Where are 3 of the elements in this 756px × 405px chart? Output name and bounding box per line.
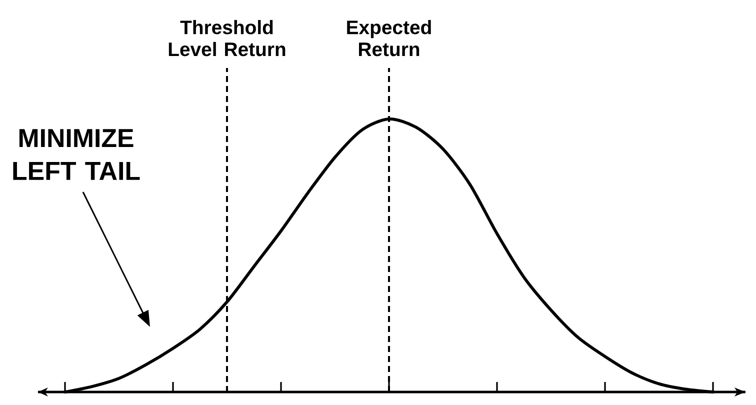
text: Threshold Level Return	[168, 20, 286, 56]
text: Expected Return	[347, 20, 431, 56]
annotation: MINIMIZE LEFT TAIL	[13, 129, 140, 180]
